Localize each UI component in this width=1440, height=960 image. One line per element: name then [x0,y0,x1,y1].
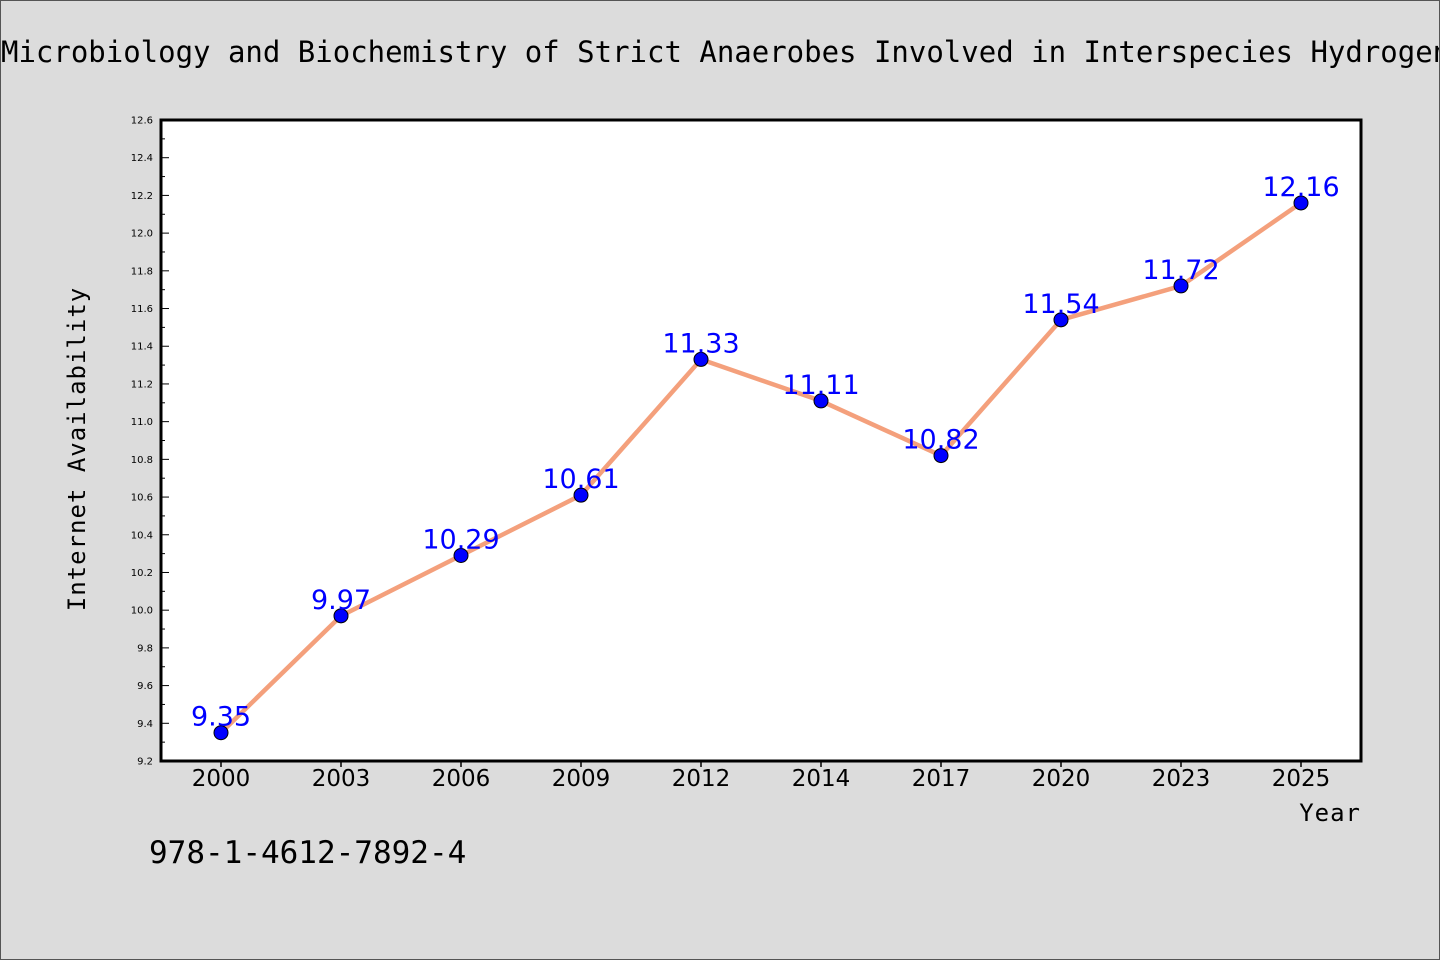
data-label: 10.29 [422,525,499,556]
series-line-group [218,200,1304,735]
data-labels: 9.35 9.97 10.29 10.61 11.33 11.11 10.82 11.54 11… [191,172,1340,733]
data-points [213,195,1309,741]
x-axis-title: Year [1299,799,1361,827]
y-tick-label: 11.0 [131,417,153,428]
y-tick-label: 10.2 [131,568,153,579]
data-label: 11.11 [782,370,859,401]
x-tick-label: 2017 [912,766,971,792]
y-tick-label: 12.4 [131,153,153,164]
series-line [218,200,1304,735]
data-point [1173,278,1189,294]
y-axis-title: Internet Availability [63,287,91,611]
data-point [333,608,349,624]
data-point [1293,195,1309,211]
x-tick-label: 2009 [552,766,611,792]
data-label: 12.16 [1262,172,1339,203]
data-point [933,448,949,464]
y-tick-label: 10.8 [131,455,153,466]
x-tick-label: 2020 [1032,766,1091,792]
x-tick-label: 2006 [432,766,491,792]
y-tick-label: 11.8 [131,266,153,277]
data-label: 10.82 [902,425,979,456]
data-point [693,351,709,367]
y-tick-label: 9.6 [137,681,153,692]
x-tick-label: 2014 [792,766,851,792]
chart-title: Microbiology and Biochemistry of Strict … [1,35,1440,69]
data-label: 11.33 [662,328,739,359]
y-tick-label: 11.2 [131,379,153,390]
plot-frame [159,118,1363,763]
data-point [453,548,469,564]
y-tick-label: 12.0 [131,229,153,240]
data-label: 9.97 [311,585,371,616]
x-tick-label: 2012 [672,766,731,792]
data-point [813,393,829,409]
data-point [213,725,229,741]
x-tick-label: 2003 [312,766,371,792]
x-tick-label: 2000 [192,766,251,792]
data-point [1053,312,1069,328]
y-tick-label: 10.6 [131,493,153,504]
y-tick-label: 9.8 [137,643,153,654]
data-label: 11.72 [1142,255,1219,286]
y-tick-label: 10.4 [131,530,153,541]
isbn-text: 978-1-4612-7892-4 [149,835,467,871]
x-tick-label: 2023 [1152,766,1211,792]
y-tick-label: 9.2 [137,757,153,768]
data-label: 9.35 [191,702,251,733]
data-point [573,487,589,503]
y-tick-label: 11.6 [131,304,153,315]
x-tick-label: 2025 [1272,766,1331,792]
y-tick-label: 12.6 [131,116,153,127]
x-axis: 2000 2003 2006 2009 2012 2014 2017 2020 2023 2025 [192,761,1331,792]
y-tick-label: 10.0 [131,606,153,617]
data-label: 11.54 [1022,289,1099,320]
y-tick-label: 9.4 [137,719,153,730]
data-label: 10.61 [542,464,619,495]
plot-area [161,120,1361,761]
y-tick-label: 11.4 [131,342,153,353]
y-tick-label: 12.2 [131,191,153,202]
